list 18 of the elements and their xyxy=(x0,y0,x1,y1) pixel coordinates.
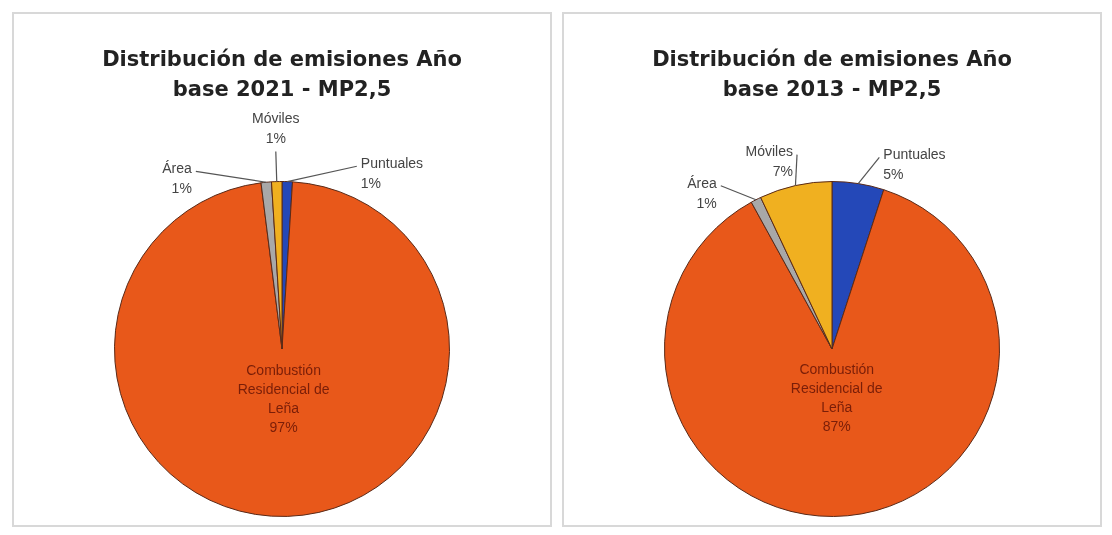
slice-label: Móviles xyxy=(745,143,794,160)
data-label: 7% xyxy=(772,163,794,180)
slice-label: Combustión Residencial de Leña xyxy=(237,361,330,416)
slice-label: Área xyxy=(162,160,193,177)
slice-label: Móviles xyxy=(252,110,300,127)
chart-title: Distribución de emisiones Año base 2013 - MP2,5 xyxy=(652,46,1012,103)
data-label: 87% xyxy=(822,418,851,435)
slice-label: Puntuales xyxy=(883,146,946,163)
data-label: 5% xyxy=(883,166,904,183)
data-label: 1% xyxy=(265,130,286,147)
data-label: 1% xyxy=(171,180,192,197)
data-label: 1% xyxy=(696,194,717,211)
chart-title: Distribución de emisiones Año base 2021 - MP2,5 xyxy=(102,46,462,103)
data-label: 1% xyxy=(360,175,382,192)
slice-label: Puntuales xyxy=(360,155,424,172)
slice-label: Combustión Residencial de Leña xyxy=(790,361,883,416)
slice-label: Área xyxy=(687,174,718,191)
data-label: 97% xyxy=(269,418,298,435)
